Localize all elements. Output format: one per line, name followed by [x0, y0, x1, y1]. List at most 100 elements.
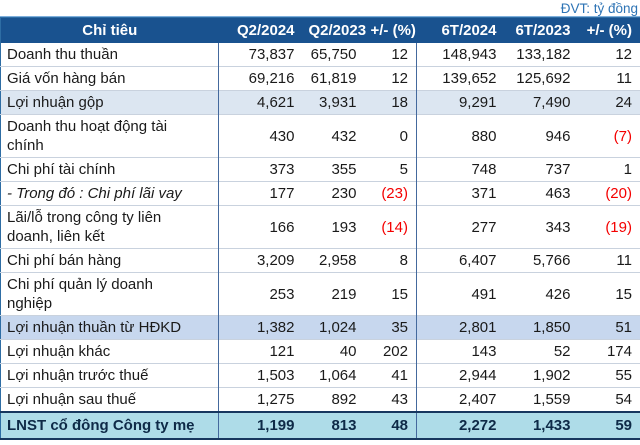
value-cell: 2,801: [416, 315, 505, 340]
value-cell: 946: [504, 114, 579, 158]
table-row-parent-shareholder-profit: LNST cổ đông Công ty mẹ 1,199 813 48 2,2…: [0, 411, 640, 440]
value-cell: 143: [416, 339, 505, 364]
value-cell: 193: [302, 205, 365, 249]
col-header-change-q2: +/- (%): [364, 17, 417, 43]
table-row: Giá vốn hàng bán 69,216 61,819 12 139,65…: [0, 66, 640, 91]
value-cell: 41: [364, 363, 417, 388]
value-cell: 5: [364, 157, 417, 182]
value-cell: 371: [416, 181, 505, 206]
value-cell: (7): [578, 114, 640, 158]
col-header-change-6t: +/- (%): [578, 17, 640, 43]
value-cell: 880: [416, 114, 505, 158]
value-cell: 148,943: [442, 46, 497, 63]
value-cell: 55: [578, 363, 640, 388]
row-label: Lợi nhuận thuần từ HĐKD: [0, 315, 219, 340]
table-row: Chi phí tài chính 373 355 5 748 737 1: [0, 157, 640, 182]
table-row: Doanh thu hoạt động tài chính 430 432 0 …: [0, 114, 640, 158]
value-cell: 1,064: [302, 363, 365, 388]
row-label: Doanh thu hoạt động tài chính: [0, 114, 219, 158]
value-cell: 15: [578, 272, 640, 316]
value-cell: 24: [578, 90, 640, 115]
value-cell: 1,382: [218, 315, 303, 340]
table-row: Lợi nhuận sau thuế 1,275 892 43 2,407 1,…: [0, 387, 640, 412]
table-header-row: Chỉ tiêu Q2/2024 Q2/2023 +/- (%) 6T/2024…: [0, 17, 640, 43]
row-label: Chi phí quản lý doanh nghiệp: [0, 272, 219, 316]
value-cell: 748: [416, 157, 505, 182]
value-cell: 35: [364, 315, 417, 340]
value-cell: 277: [416, 205, 505, 249]
table-row-gross-profit: Lợi nhuận gộp 4,621 3,931 18 9,291 7,490…: [0, 90, 640, 115]
value-cell: 139,652: [416, 66, 505, 91]
table-row: Doanh thu thuần 73,837 65,750 12 148,943…: [0, 43, 640, 67]
value-cell: 6,407: [416, 248, 505, 273]
value-cell: 219: [302, 272, 365, 316]
table-row: Lợi nhuận trước thuế 1,503 1,064 41 2,94…: [0, 363, 640, 388]
col-header-6t-2023: 6T/2023: [504, 17, 579, 43]
value-cell: 355: [302, 157, 365, 182]
value-cell: 2,407: [416, 387, 505, 412]
value-cell: 18: [364, 90, 417, 115]
financial-results-table: Chỉ tiêu Q2/2024 Q2/2023 +/- (%) 6T/2024…: [0, 17, 640, 440]
value-cell: 73,837: [248, 46, 295, 63]
table-row: Chi phí bán hàng 3,209 2,958 8 6,407 5,7…: [0, 248, 640, 273]
value-cell: 2,272: [416, 411, 505, 440]
value-cell: 9,291: [416, 90, 505, 115]
row-label: Giá vốn hàng bán: [0, 66, 219, 91]
col-header-6t-2024: 6T/2024: [416, 17, 505, 43]
value-cell: 48: [364, 411, 417, 440]
row-label: - Trong đó : Chi phí lãi vay: [0, 181, 219, 206]
value-cell: 491: [416, 272, 505, 316]
value-cell: 15: [364, 272, 417, 316]
value-cell: 11: [578, 248, 640, 273]
row-label: Chi phí tài chính: [0, 157, 219, 182]
value-cell: 52: [504, 339, 579, 364]
value-cell: 202: [364, 339, 417, 364]
value-cell: 892: [302, 387, 365, 412]
row-label: LNST cổ đông Công ty mẹ: [0, 411, 219, 440]
col-header-q2-2024: Q2/2024: [218, 17, 303, 43]
value-cell: 174: [578, 339, 640, 364]
value-cell: 133,182: [516, 46, 571, 63]
value-cell: 1,024: [302, 315, 365, 340]
table-row: Lãi/lỗ trong công ty liên doanh, liên kế…: [0, 205, 640, 249]
row-label: Lợi nhuận gộp: [0, 90, 219, 115]
value-cell: 40: [302, 339, 365, 364]
value-cell: 51: [578, 315, 640, 340]
row-label: Chi phí bán hàng: [0, 248, 219, 273]
table-row: Chi phí quản lý doanh nghiệp 253 219 15 …: [0, 272, 640, 316]
value-cell: 65,750: [310, 46, 357, 63]
value-cell: (23): [364, 181, 417, 206]
value-cell: 1,503: [218, 363, 303, 388]
value-cell: 343: [504, 205, 579, 249]
value-cell: (19): [578, 205, 640, 249]
col-header-chi-tieu: Chỉ tiêu: [0, 17, 219, 43]
value-cell: 12: [364, 43, 417, 67]
value-cell: 166: [218, 205, 303, 249]
value-cell: 12: [364, 66, 417, 91]
table-row: Lợi nhuận khác 121 40 202 143 52 174: [0, 339, 640, 364]
value-cell: 11: [578, 66, 640, 91]
value-cell: 43: [364, 387, 417, 412]
value-cell: 1,275: [218, 387, 303, 412]
value-cell: 5,766: [504, 248, 579, 273]
value-cell: 3,209: [218, 248, 303, 273]
row-label: Lãi/lỗ trong công ty liên doanh, liên kế…: [0, 205, 219, 249]
table-row-interest-expense: - Trong đó : Chi phí lãi vay 177 230 (23…: [0, 181, 640, 206]
value-cell: 125,692: [504, 66, 579, 91]
value-cell: 7,490: [504, 90, 579, 115]
value-cell: 4,621: [218, 90, 303, 115]
value-cell: 430: [218, 114, 303, 158]
value-cell: 432: [302, 114, 365, 158]
value-cell: 1,850: [504, 315, 579, 340]
value-cell: 177: [218, 181, 303, 206]
row-label: Doanh thu thuần: [0, 43, 219, 67]
col-header-q2-2023: Q2/2023: [302, 17, 366, 43]
unit-label: ĐVT: tỷ đồng: [0, 0, 640, 17]
value-cell: 3,931: [302, 90, 365, 115]
value-cell: 1,433: [504, 411, 579, 440]
value-cell: 61,819: [302, 66, 365, 91]
value-cell: 1,199: [218, 411, 303, 440]
value-cell: 54: [578, 387, 640, 412]
value-cell: 1,902: [504, 363, 579, 388]
